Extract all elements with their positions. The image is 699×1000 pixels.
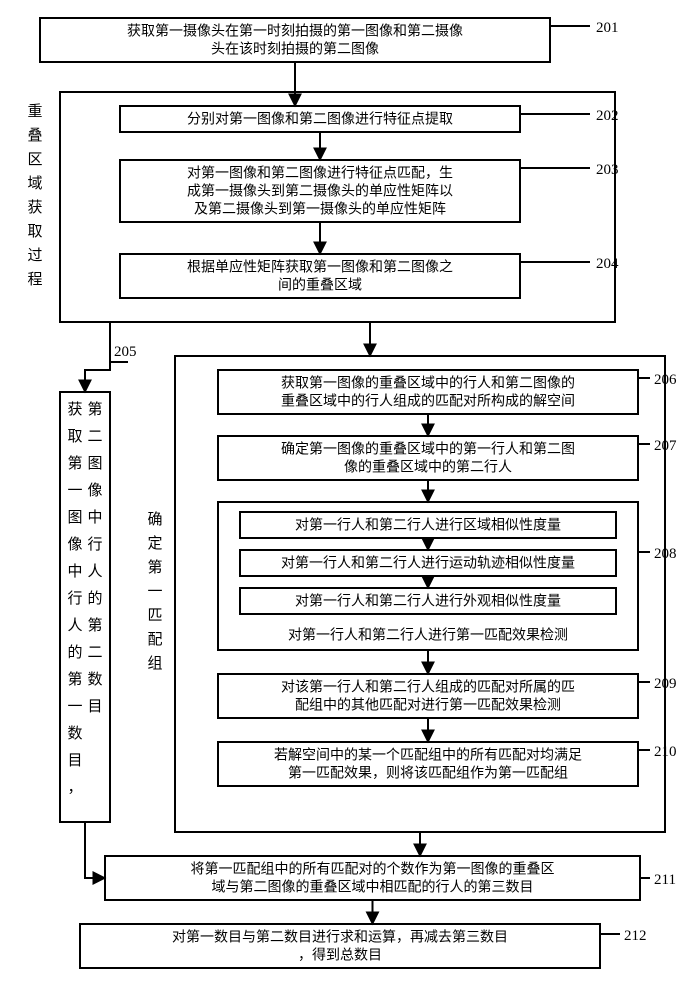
svg-text:间的重叠区域: 间的重叠区域 (278, 278, 362, 294)
svg-text:数: 数 (87, 671, 102, 688)
svg-text:201: 201 (596, 20, 619, 36)
svg-text:目: 目 (87, 699, 102, 715)
svg-text:人: 人 (87, 563, 102, 580)
svg-text:二: 二 (87, 645, 102, 661)
svg-text:叠: 叠 (27, 127, 42, 144)
svg-text:域: 域 (27, 175, 42, 192)
svg-text:，得到总数目: ，得到总数目 (298, 947, 382, 964)
svg-text:图: 图 (67, 509, 82, 526)
svg-text:208: 208 (654, 546, 677, 562)
svg-text:中: 中 (67, 563, 82, 580)
svg-text:配组中的其他匹配对进行第一匹配效果检测: 配组中的其他匹配对进行第一匹配效果检测 (295, 697, 561, 714)
svg-text:中: 中 (87, 509, 102, 526)
svg-text:对第一图像和第二图像进行特征点匹配，生: 对第一图像和第二图像进行特征点匹配，生 (187, 165, 453, 182)
svg-text:像: 像 (67, 536, 82, 553)
svg-text:的: 的 (87, 590, 102, 607)
svg-text:目: 目 (67, 753, 82, 769)
svg-text:对第一行人和第二行人进行运动轨迹相似性度量: 对第一行人和第二行人进行运动轨迹相似性度量 (281, 555, 575, 572)
svg-text:对第一行人和第二行人进行外观相似性度量: 对第一行人和第二行人进行外观相似性度量 (295, 593, 561, 610)
svg-text:205: 205 (114, 344, 137, 360)
svg-text:的: 的 (67, 644, 82, 661)
svg-text:若解空间中的某一个匹配组中的所有匹配对均满足: 若解空间中的某一个匹配组中的所有匹配对均满足 (274, 748, 582, 764)
svg-text:，: ， (67, 780, 82, 796)
svg-text:207: 207 (654, 438, 677, 454)
svg-text:209: 209 (654, 676, 677, 692)
svg-text:对第一数目与第二数目进行求和运算，再减去第三数目: 对第一数目与第二数目进行求和运算，再减去第三数目 (172, 929, 508, 946)
svg-text:定: 定 (147, 535, 162, 552)
svg-text:第: 第 (67, 454, 82, 472)
svg-text:取: 取 (67, 428, 82, 445)
svg-text:像的重叠区域中的第二行人: 像的重叠区域中的第二行人 (344, 459, 512, 476)
svg-text:204: 204 (596, 256, 619, 272)
svg-text:成第一摄像头到第二摄像头的单应性矩阵以: 成第一摄像头到第二摄像头的单应性矩阵以 (187, 183, 453, 200)
svg-text:匹: 匹 (147, 608, 162, 624)
svg-text:域与第二图像的重叠区域中相匹配的行人的第三数目: 域与第二图像的重叠区域中相匹配的行人的第三数目 (212, 879, 534, 896)
svg-text:211: 211 (654, 872, 676, 888)
svg-text:过: 过 (27, 247, 42, 264)
svg-text:配: 配 (147, 631, 162, 648)
svg-text:获: 获 (27, 199, 42, 216)
svg-text:一: 一 (67, 699, 82, 715)
svg-text:行: 行 (87, 536, 102, 553)
svg-text:206: 206 (654, 372, 677, 388)
svg-text:对该第一行人和第二行人组成的匹配对所属的匹: 对该第一行人和第二行人组成的匹配对所属的匹 (281, 679, 575, 696)
svg-text:分别对第一图像和第二图像进行特征点提取: 分别对第一图像和第二图像进行特征点提取 (187, 111, 453, 128)
svg-text:第: 第 (147, 558, 162, 576)
svg-text:及第二摄像头到第一摄像头的单应性矩阵: 及第二摄像头到第一摄像头的单应性矩阵 (194, 201, 446, 218)
svg-text:确: 确 (147, 511, 162, 528)
svg-text:获取第一图像的重叠区域中的行人和第二图像的: 获取第一图像的重叠区域中的行人和第二图像的 (281, 375, 575, 392)
svg-text:第一匹配效果，则将该匹配组作为第一匹配组: 第一匹配效果，则将该匹配组作为第一匹配组 (288, 765, 568, 782)
svg-text:根据单应性矩阵获取第一图像和第二图像之: 根据单应性矩阵获取第一图像和第二图像之 (187, 259, 453, 276)
svg-text:第: 第 (87, 400, 102, 418)
svg-text:区: 区 (27, 152, 42, 168)
svg-text:获: 获 (67, 401, 82, 418)
svg-text:212: 212 (624, 928, 647, 944)
svg-text:获取第一摄像头在第一时刻拍摄的第一图像和第二摄像: 获取第一摄像头在第一时刻拍摄的第一图像和第二摄像 (127, 23, 463, 40)
svg-text:确定第一图像的重叠区域中的第一行人和第二图: 确定第一图像的重叠区域中的第一行人和第二图 (281, 441, 575, 458)
svg-text:二: 二 (87, 429, 102, 445)
svg-text:一: 一 (147, 584, 162, 600)
svg-text:程: 程 (27, 271, 42, 288)
svg-text:将第一匹配组中的所有匹配对的个数作为第一图像的重叠区: 将第一匹配组中的所有匹配对的个数作为第一图像的重叠区 (191, 861, 555, 878)
svg-text:组: 组 (147, 655, 162, 672)
svg-text:图: 图 (87, 455, 102, 472)
svg-text:对第一行人和第二行人进行区域相似性度量: 对第一行人和第二行人进行区域相似性度量 (295, 517, 561, 534)
svg-text:头在该时刻拍摄的第二图像: 头在该时刻拍摄的第二图像 (211, 41, 379, 58)
svg-text:210: 210 (654, 744, 677, 760)
svg-text:取: 取 (27, 223, 42, 240)
svg-text:重叠区域中的行人组成的匹配对所构成的解空间: 重叠区域中的行人组成的匹配对所构成的解空间 (281, 394, 575, 410)
svg-text:第: 第 (67, 670, 82, 688)
svg-text:重: 重 (27, 103, 42, 120)
svg-text:202: 202 (596, 108, 619, 124)
svg-text:数: 数 (67, 725, 82, 742)
svg-text:203: 203 (596, 162, 619, 178)
svg-text:对第一行人和第二行人进行第一匹配效果检测: 对第一行人和第二行人进行第一匹配效果检测 (288, 627, 568, 644)
flowchart-diagram: 获取第一摄像头在第一时刻拍摄的第一图像和第二摄像头在该时刻拍摄的第二图像 201 重… (0, 0, 699, 1000)
svg-text:人: 人 (67, 617, 82, 634)
svg-text:第: 第 (87, 616, 102, 634)
svg-text:一: 一 (67, 483, 82, 499)
svg-text:行: 行 (67, 590, 82, 607)
svg-text:像: 像 (87, 482, 102, 499)
